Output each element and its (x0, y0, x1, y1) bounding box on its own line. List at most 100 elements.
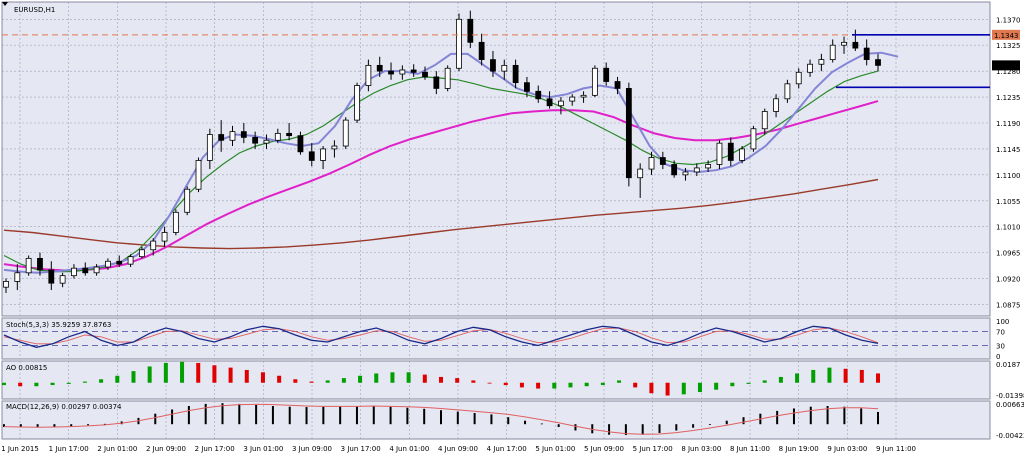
macd-hist-bar (322, 406, 325, 425)
candle-body (274, 132, 281, 141)
candle-body (354, 85, 360, 121)
macd-y-tick: -0.00423 (996, 432, 1024, 440)
candle-body (161, 232, 168, 242)
macd-hist-bar (221, 403, 224, 425)
ao-bar (180, 361, 185, 383)
ao-bar (617, 380, 622, 383)
ao-bar (778, 376, 783, 383)
stoch-pane (1, 317, 991, 360)
ao-bar (584, 382, 589, 387)
candle-body (784, 83, 791, 100)
macd-hist-bar (406, 407, 409, 425)
y-tick-label: 1.1010 (996, 224, 1021, 232)
candle-body (501, 64, 508, 72)
candle-body (71, 267, 77, 277)
candle-body (863, 47, 870, 61)
macd-hist-bar (255, 404, 258, 425)
macd-pane (1, 400, 991, 440)
macd-hist-bar (507, 417, 510, 425)
macd-hist-bar (204, 403, 207, 425)
candle-body (331, 145, 338, 150)
ao-bar (746, 382, 751, 384)
ao-bar (131, 371, 136, 383)
macd-hist-bar (154, 413, 157, 425)
ao-bar (633, 382, 638, 388)
candle-body (478, 41, 485, 61)
stoch-y-tick: 70 (996, 329, 1005, 337)
ao-bar (665, 382, 670, 396)
macd-hist-bar (742, 417, 745, 425)
candle-body (399, 69, 406, 75)
candle-body (410, 69, 417, 73)
macd-hist-bar (675, 424, 678, 431)
candle-body (852, 41, 859, 49)
ao-bar (196, 362, 201, 383)
ao-bar (374, 373, 379, 383)
stoch-label: Stoch(5,3,3) 35.9259 37.8763 (6, 321, 111, 329)
x-tick-label: 1 Jun 17:00 (49, 445, 89, 453)
y-tick-label: 1.1280 (996, 68, 1021, 76)
x-tick-label: 3 Jun 09:00 (292, 445, 332, 453)
ao-y-tick: 0.0187 (996, 361, 1021, 369)
ao-bar (827, 367, 832, 383)
candle-body (569, 96, 576, 102)
current-price-text: 1.1290 (994, 62, 1019, 70)
stoch-signal-line (3, 327, 879, 345)
ao-bar (422, 374, 427, 383)
candle-body (422, 71, 428, 78)
macd-hist-bar (87, 424, 90, 426)
y-tick-label: 1.1235 (996, 94, 1021, 102)
candle-body (263, 139, 270, 144)
candle-body (127, 256, 134, 265)
candle-body (3, 281, 9, 288)
candle-body (184, 188, 191, 213)
macd-hist-bar (608, 424, 611, 435)
candle-body (308, 151, 315, 161)
candle-body (138, 249, 145, 258)
candle-body (365, 64, 372, 86)
level-price-text: 1.1343 (994, 32, 1019, 40)
candle-body (818, 59, 825, 65)
candle-body (716, 142, 723, 165)
candle-body (444, 67, 451, 89)
candle-body (614, 81, 621, 89)
ao-bar (99, 379, 104, 383)
macd-hist-bar (473, 413, 476, 425)
macd-hist-bar (658, 424, 661, 433)
candle-body (773, 98, 779, 112)
candle-body (206, 134, 213, 161)
candle-body (150, 240, 157, 251)
macd-hist-bar (776, 410, 779, 425)
ao-bar (859, 369, 864, 383)
y-tick-label: 1.1145 (996, 146, 1021, 154)
x-tick-label: 8 Jun 19:00 (779, 445, 819, 453)
x-tick-label: 3 Jun 01:00 (243, 445, 283, 453)
candle-body (286, 132, 293, 137)
ao-bar (66, 382, 71, 384)
x-tick-label: 2 Jun 17:00 (195, 445, 235, 453)
candle-body (229, 131, 236, 141)
ma-slow-line (3, 100, 879, 272)
y-tick-label: 1.1190 (996, 120, 1021, 128)
candle-body (512, 64, 519, 84)
macd-y-tick: 0.00663 (996, 401, 1024, 409)
ma-long-line (3, 178, 879, 250)
macd-hist-bar (692, 424, 695, 428)
candle-body (841, 41, 847, 46)
macd-hist-bar (70, 424, 73, 427)
ao-bar (649, 382, 654, 394)
ao-bar (212, 365, 217, 383)
macd-hist-bar (725, 420, 728, 425)
ao-bar (876, 373, 880, 383)
candle-body (433, 76, 440, 89)
ao-bar (260, 372, 265, 383)
candle-body (648, 157, 655, 170)
candle-body (195, 160, 202, 190)
candle-body (705, 164, 712, 169)
x-tick-label: 5 Jun 17:00 (633, 445, 673, 453)
ao-bar (503, 382, 508, 386)
macd-hist-bar (574, 424, 577, 431)
ao-bar (2, 382, 6, 386)
candle-body (535, 90, 542, 100)
